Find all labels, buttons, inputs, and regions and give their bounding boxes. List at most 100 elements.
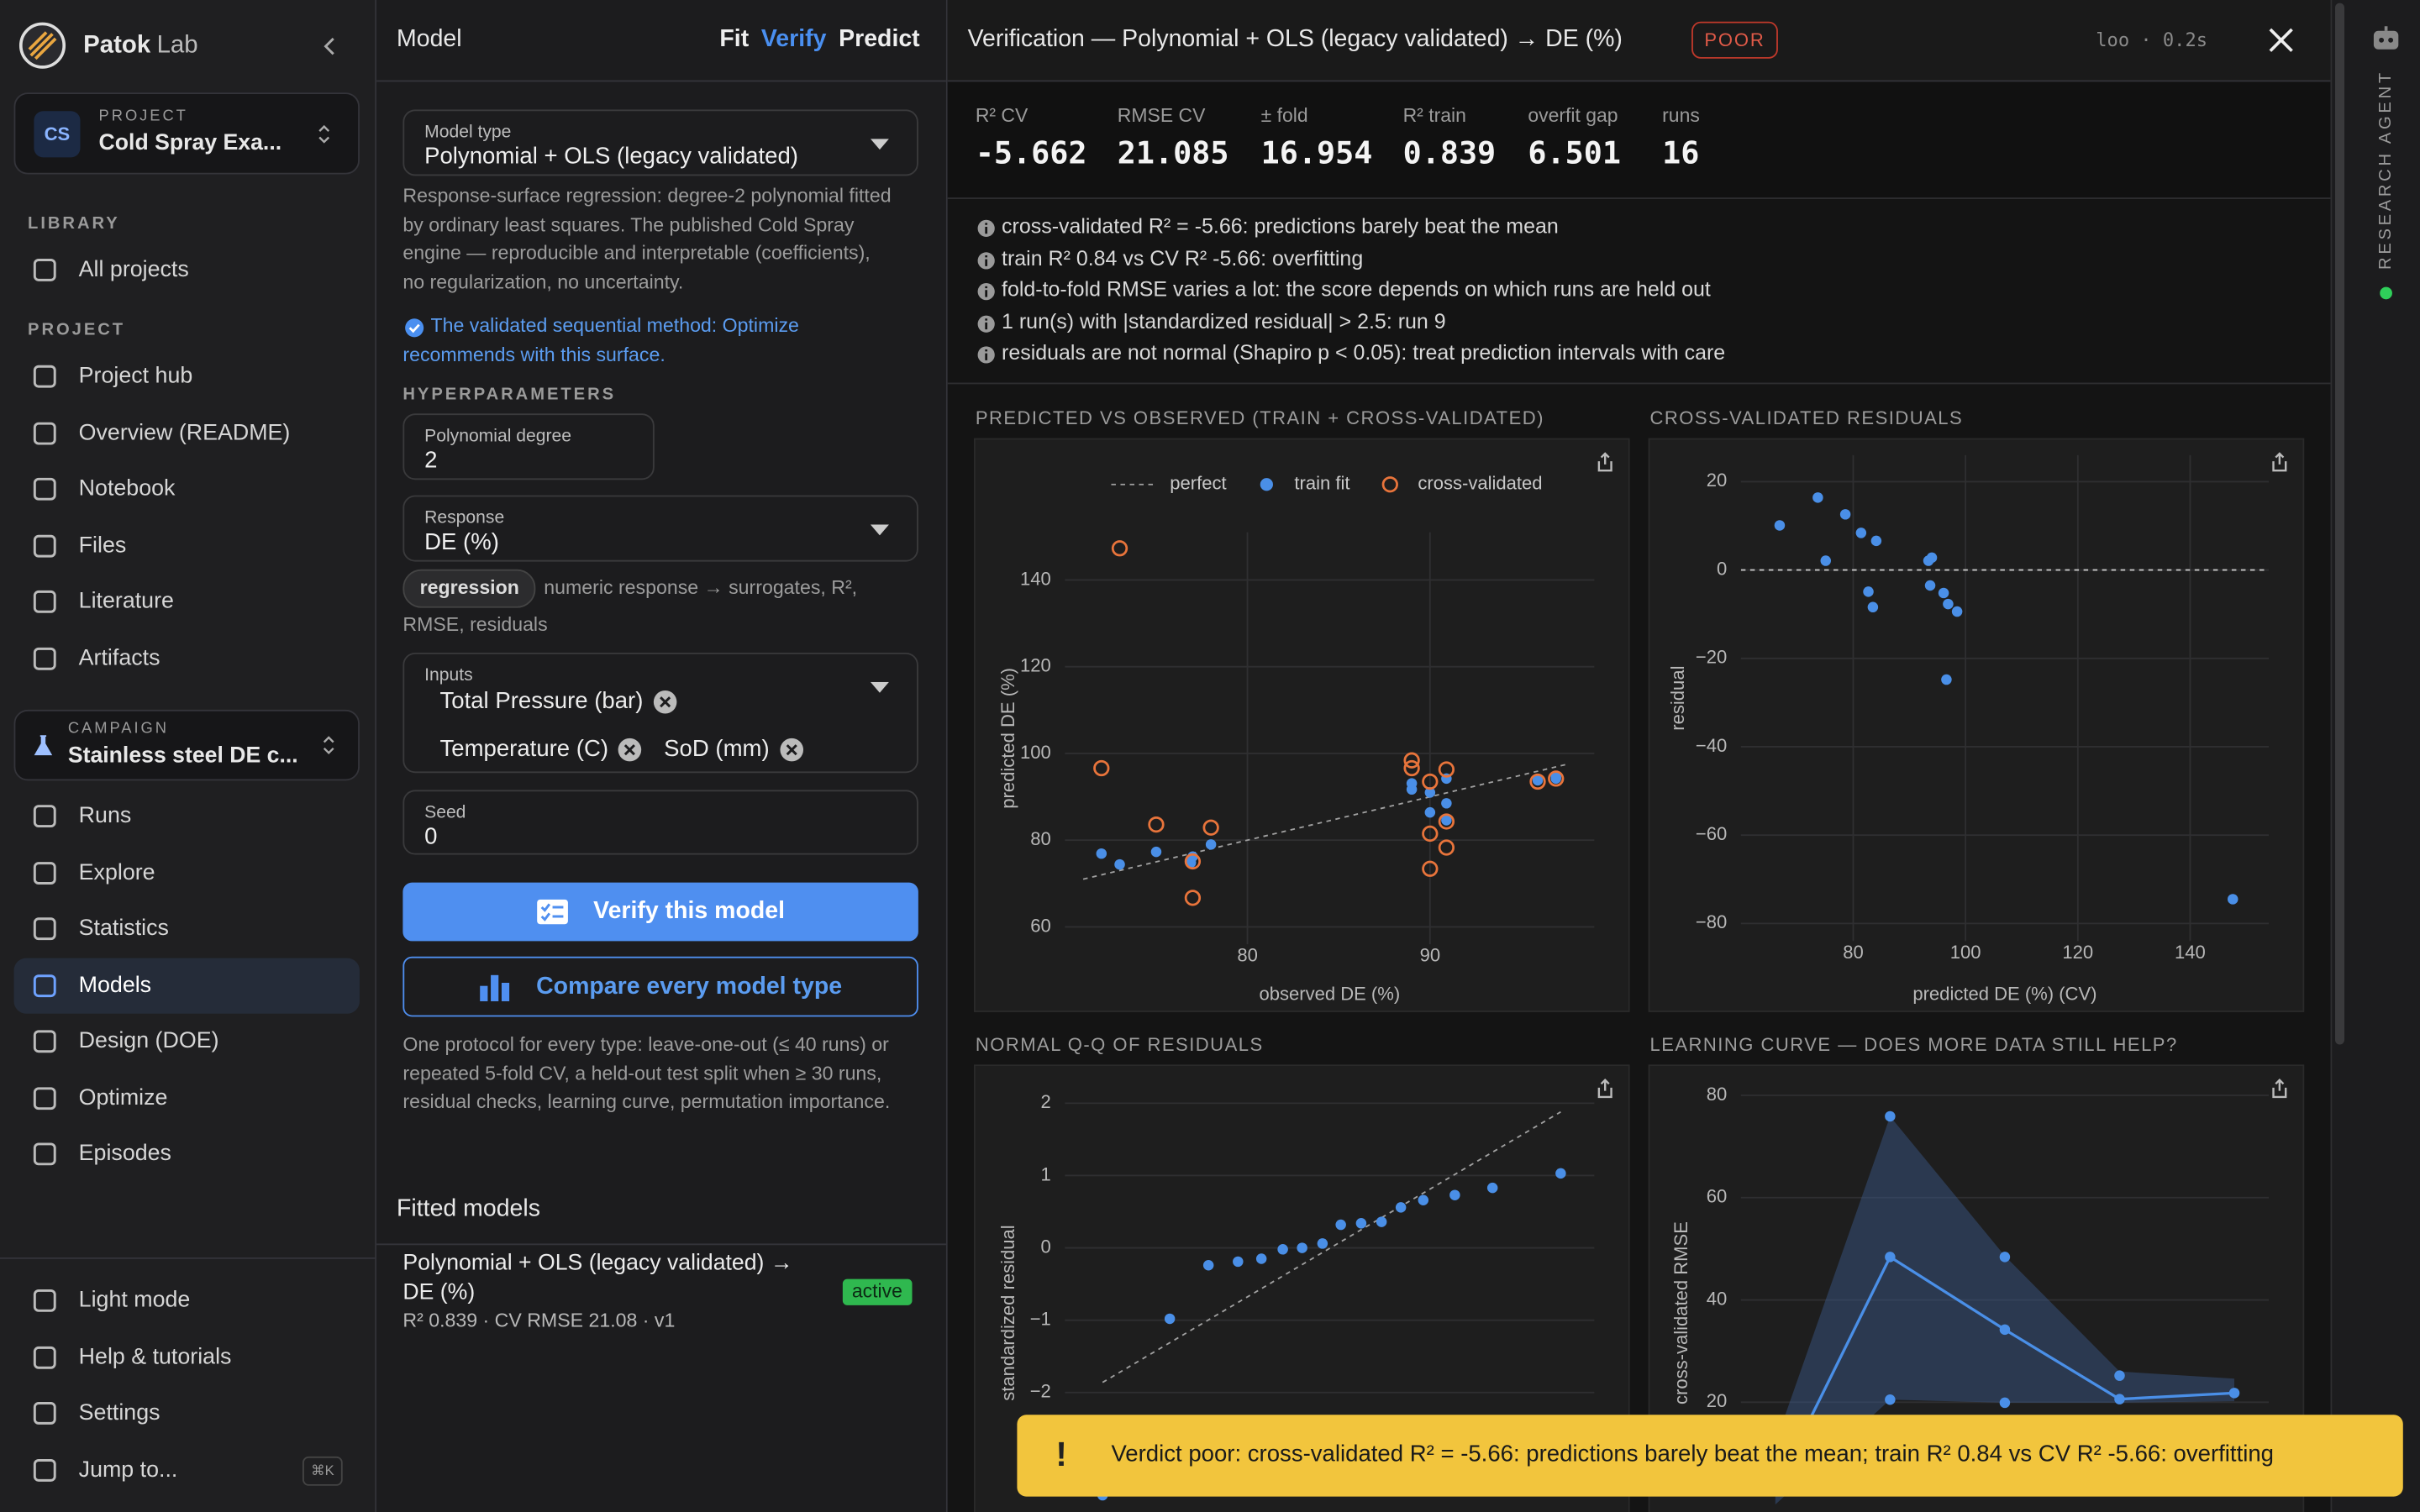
legend-label: cross-validated <box>1418 473 1542 494</box>
point <box>1855 528 1867 538</box>
cv-point <box>1093 759 1110 777</box>
cv-point <box>1438 839 1455 856</box>
nav-icon <box>33 590 56 613</box>
collapse-button[interactable] <box>323 37 338 55</box>
response-select[interactable]: Response DE (%) <box>402 495 918 562</box>
cv-point <box>1422 825 1439 843</box>
agent-rail: RESEARCH AGENT <box>2330 0 2420 1512</box>
nav-icon <box>33 533 56 557</box>
button-icon <box>480 974 510 1001</box>
agent-icon[interactable] <box>2370 24 2402 52</box>
scrollbar <box>2334 3 2345 1045</box>
nav-item[interactable]: Settings <box>14 1385 360 1441</box>
chart: 20 0 −20 −40 −60 −80 80 100 120 140 residual predic… <box>1648 438 2305 1012</box>
cv-point <box>1438 813 1455 830</box>
remove-chip[interactable] <box>618 737 642 761</box>
point <box>1277 1244 1288 1255</box>
field-value: Polynomial + OLS (legacy validated) <box>424 143 798 171</box>
y-tick-label: −1 <box>1030 1308 1051 1329</box>
degree-input[interactable]: Polynomial degree 2 <box>402 413 655 480</box>
nav-item[interactable]: Jump to... <box>14 1441 360 1497</box>
nav-icon <box>33 365 56 388</box>
close-button[interactable] <box>2269 28 2293 52</box>
nav-item[interactable]: All projects <box>14 242 360 297</box>
icon-shape <box>33 917 56 941</box>
nav-label: Jump to... <box>78 1457 178 1483</box>
model-type-select[interactable]: Model type Polynomial + OLS (legacy vali… <box>402 109 918 176</box>
run-meta: loo · 0.2s <box>2096 29 2207 51</box>
button-icon <box>538 899 569 925</box>
nav-item[interactable]: Explore <box>14 845 360 900</box>
point <box>1297 1242 1307 1253</box>
icon-shape <box>33 646 56 669</box>
icon-shape <box>323 736 334 755</box>
cv-point <box>1422 860 1439 877</box>
point <box>1406 784 1418 795</box>
inputs-select[interactable]: Inputs Total Pressure (bar) Temperature (… <box>402 652 918 774</box>
point <box>1555 1168 1566 1179</box>
point <box>1885 1110 1896 1122</box>
remove-chip[interactable] <box>652 689 676 713</box>
nav-label: Help & tutorials <box>78 1344 232 1370</box>
seed-input[interactable]: Seed 0 <box>402 790 918 855</box>
point <box>1863 586 1874 597</box>
export-button[interactable] <box>1597 452 1612 472</box>
fitted-model-name[interactable]: Polynomial + OLS (legacy validated) → DE… <box>402 1251 793 1305</box>
icon-shape <box>33 861 56 885</box>
nav-item[interactable]: Notebook <box>14 461 360 517</box>
cv-point <box>1403 752 1420 769</box>
y-tick-label: 1 <box>1041 1163 1051 1184</box>
campaign-label: CAMPAIGN <box>67 720 169 738</box>
remove-chip[interactable] <box>779 737 803 761</box>
info-icon <box>977 283 995 301</box>
x-axis-label: observed DE (%) <box>1259 984 1400 1005</box>
nav-icon <box>33 1030 56 1053</box>
tab[interactable]: Verify <box>760 26 827 53</box>
icon-shape <box>33 1346 56 1368</box>
verify-button[interactable]: Verify this model <box>402 882 918 942</box>
point <box>1885 1394 1896 1405</box>
tab[interactable]: Fit <box>719 26 750 53</box>
y-tick-label: −80 <box>1696 911 1727 932</box>
export-button[interactable] <box>2272 452 2287 472</box>
nav-item[interactable]: Episodes <box>14 1126 360 1182</box>
export-button[interactable] <box>2272 1079 2287 1099</box>
nav-item[interactable]: Artifacts <box>14 630 360 685</box>
nav-item[interactable]: Statistics <box>14 901 360 957</box>
export-button[interactable] <box>1597 1079 1612 1099</box>
point <box>1205 839 1217 850</box>
nav-item[interactable]: Models <box>13 957 360 1013</box>
nav-item[interactable]: Optimize <box>14 1070 360 1126</box>
icon-shape <box>33 259 56 281</box>
brand-name: Patok <box>83 32 151 59</box>
divider <box>0 1257 376 1259</box>
metric-value: 21.085 <box>1117 134 1229 171</box>
icon-shape <box>33 805 56 828</box>
nav-item[interactable]: Literature <box>14 574 360 629</box>
nav-item[interactable]: Runs <box>14 789 360 844</box>
campaign-switcher[interactable]: CAMPAIGN Stainless steel DE c... <box>13 709 360 781</box>
nav-item[interactable]: Overview (README) <box>14 405 360 460</box>
nav-item[interactable]: Project hub <box>14 349 360 404</box>
chart-title: PREDICTED VS OBSERVED (TRAIN + CROSS-VAL… <box>975 407 1544 429</box>
compare-button[interactable]: Compare every model type <box>402 956 918 1017</box>
icon-shape <box>33 1458 56 1481</box>
project-switcher[interactable]: CS PROJECT Cold Spray Exa... <box>13 92 360 175</box>
y-tick-label: 20 <box>1707 470 1728 491</box>
chip-label: Total Pressure (bar) <box>439 688 644 715</box>
nav-label: Optimize <box>78 1085 168 1110</box>
nav-item[interactable]: Help & tutorials <box>14 1329 360 1384</box>
nav-item[interactable]: Light mode <box>14 1273 360 1328</box>
cv-point <box>1403 759 1420 777</box>
nav-label: Design (DOE) <box>78 1029 219 1054</box>
nav-item[interactable]: Design (DOE) <box>14 1014 360 1069</box>
decoration <box>502 982 510 1001</box>
y-tick-label: 2 <box>1041 1091 1051 1112</box>
tab[interactable]: Predict <box>839 26 920 53</box>
icon-shape <box>408 323 420 333</box>
icon-shape <box>33 1402 56 1425</box>
icon-shape <box>2272 1079 2287 1099</box>
nav-item[interactable]: Files <box>14 517 360 573</box>
y-tick-label: 20 <box>1707 1390 1728 1411</box>
